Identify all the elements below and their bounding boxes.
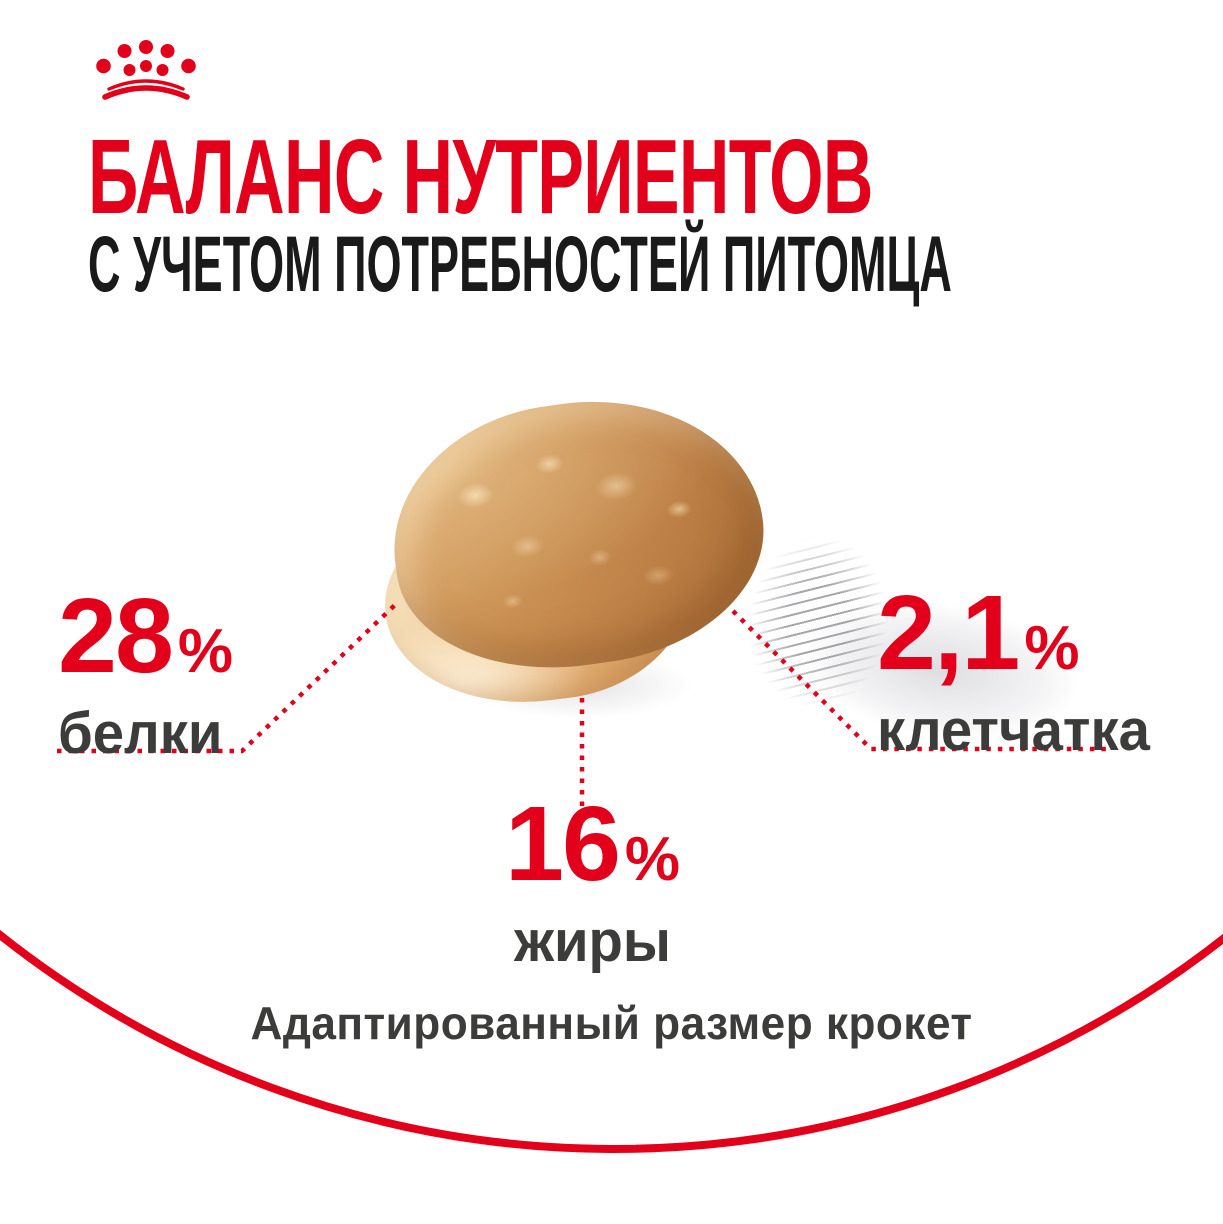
stat-proteins-label: белки — [58, 700, 223, 766]
stat-fiber-percent-sign: % — [1024, 614, 1080, 683]
stat-fats: 16% жиры — [505, 785, 681, 975]
stat-fiber-value: 2,1% — [877, 574, 1158, 692]
footer-caption: Адаптированный размер крокет — [250, 997, 973, 1049]
stat-proteins-percent-sign: % — [177, 617, 234, 686]
stat-proteins: 28% белки — [58, 577, 234, 767]
stat-fiber-label: клетчатка — [877, 697, 1150, 763]
stat-proteins-value: 28% — [58, 577, 234, 695]
bottom-arc — [0, 929, 1223, 1153]
stat-fiber-number: 2,1 — [877, 574, 1020, 692]
royal-canin-crown-icon — [96, 40, 196, 100]
stat-fats-number: 16 — [505, 785, 621, 903]
page-subtitle: С УЧЕТОМ ПОТРЕБНОСТЕЙ ПИТОМЦА — [88, 219, 952, 308]
stat-proteins-number: 28 — [58, 577, 174, 695]
leader-line-proteins — [57, 602, 398, 754]
stat-fats-percent-sign: % — [624, 825, 681, 894]
page-title: БАЛАНС НУТРИЕНТОВ — [88, 118, 873, 236]
stat-fiber: 2,1% клетчатка — [877, 574, 1158, 764]
stat-fats-value: 16% — [505, 785, 681, 903]
stat-fats-label: жиры — [514, 908, 671, 974]
